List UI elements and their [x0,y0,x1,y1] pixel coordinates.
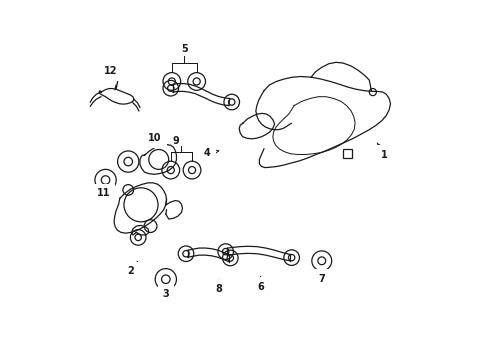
Text: 6: 6 [257,277,264,292]
Text: 5: 5 [181,44,187,54]
Text: 9: 9 [172,136,179,146]
Text: 4: 4 [203,148,218,158]
Bar [343,149,351,158]
Text: 1: 1 [376,143,387,160]
Text: 7: 7 [318,273,325,284]
Text: 12: 12 [103,66,117,76]
Text: 11: 11 [97,188,110,198]
Text: 3: 3 [162,284,169,299]
Text: 10: 10 [148,133,162,143]
Text: 8: 8 [215,279,222,294]
Text: 2: 2 [127,261,138,276]
